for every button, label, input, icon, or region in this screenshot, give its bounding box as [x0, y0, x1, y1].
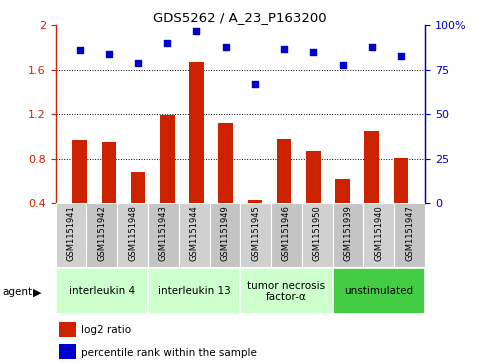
Bar: [56, 203, 86, 267]
Text: log2 ratio: log2 ratio: [82, 325, 131, 335]
Bar: [117, 203, 148, 267]
Point: [193, 28, 200, 34]
Bar: [148, 268, 241, 314]
Text: GSM1151949: GSM1151949: [220, 205, 229, 261]
Bar: [333, 268, 425, 314]
Bar: [333, 203, 364, 267]
Bar: [365, 131, 379, 248]
Bar: [271, 203, 302, 267]
Point: [163, 40, 171, 46]
Text: interleukin 4: interleukin 4: [69, 286, 135, 296]
Bar: [240, 268, 333, 314]
Text: percentile rank within the sample: percentile rank within the sample: [82, 348, 257, 358]
Bar: [72, 140, 87, 248]
Text: GSM1151939: GSM1151939: [343, 205, 353, 261]
Point: [134, 60, 142, 66]
Bar: [240, 203, 271, 267]
Bar: [335, 179, 350, 248]
Point: [339, 62, 346, 68]
Bar: [189, 62, 204, 248]
Text: ▶: ▶: [33, 287, 42, 297]
Bar: [306, 151, 321, 248]
Point: [397, 53, 405, 58]
Bar: [160, 115, 174, 248]
Point: [368, 44, 376, 50]
Point: [251, 81, 259, 87]
Text: agent: agent: [2, 287, 32, 297]
Text: GSM1151946: GSM1151946: [282, 205, 291, 261]
Text: GSM1151945: GSM1151945: [251, 205, 260, 261]
Text: GSM1151940: GSM1151940: [374, 205, 384, 261]
Bar: [56, 268, 148, 314]
Bar: [302, 203, 333, 267]
Bar: [248, 200, 262, 248]
Text: GSM1151947: GSM1151947: [405, 205, 414, 261]
Point: [280, 46, 288, 52]
Bar: [364, 203, 394, 267]
Bar: [394, 203, 425, 267]
Bar: [86, 203, 117, 267]
Point: [105, 51, 113, 57]
Point: [310, 49, 317, 55]
Point: [222, 44, 229, 50]
Text: interleukin 13: interleukin 13: [158, 286, 230, 296]
Bar: [148, 203, 179, 267]
Text: unstimulated: unstimulated: [344, 286, 413, 296]
Text: GSM1151948: GSM1151948: [128, 205, 137, 261]
Bar: [131, 172, 145, 248]
Bar: [218, 123, 233, 248]
Bar: [59, 344, 76, 359]
Bar: [179, 203, 210, 267]
Text: GSM1151941: GSM1151941: [67, 205, 75, 261]
Point: [76, 48, 84, 53]
Text: GSM1151950: GSM1151950: [313, 205, 322, 261]
Text: GSM1151943: GSM1151943: [159, 205, 168, 261]
Text: tumor necrosis
factor-α: tumor necrosis factor-α: [247, 281, 326, 302]
Title: GDS5262 / A_23_P163200: GDS5262 / A_23_P163200: [154, 11, 327, 24]
Text: GSM1151942: GSM1151942: [97, 205, 106, 261]
Bar: [210, 203, 240, 267]
Text: GSM1151944: GSM1151944: [190, 205, 199, 261]
Bar: [101, 142, 116, 248]
Bar: [277, 139, 291, 248]
Bar: [394, 158, 408, 248]
Bar: [59, 322, 76, 337]
